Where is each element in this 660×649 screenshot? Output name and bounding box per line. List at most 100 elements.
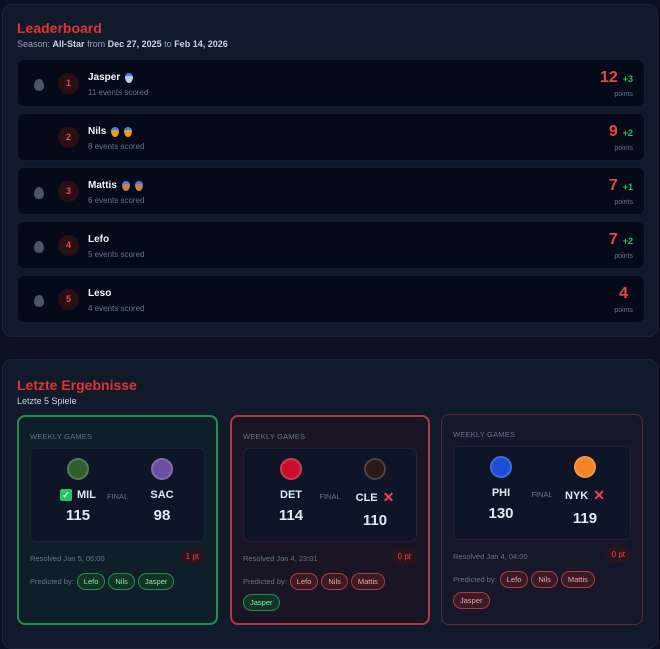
predicted-by: Predicted by: Lefo Nils Mattis Jasper (453, 571, 634, 609)
points-badge: 1 pt (179, 549, 205, 564)
points: +2 7 (609, 231, 633, 249)
team-abbr: MIL (77, 489, 96, 501)
home-team: DET 114 (256, 449, 326, 524)
bronze-medal-icon (134, 180, 143, 191)
scoreboard: DET 114 FINAL CLE ✕ 110 (243, 448, 417, 542)
points: +2 9 (609, 123, 633, 141)
player-name: Leso (88, 288, 112, 299)
player-name: Jasper (88, 72, 134, 83)
team-score: 114 (278, 507, 304, 524)
leaderboard-title: Leaderboard (17, 20, 102, 36)
team-score: 110 (362, 512, 388, 529)
team-abbr: DET (280, 489, 302, 501)
points: +3 12 (600, 69, 633, 87)
flame-icon (34, 79, 44, 91)
leaderboard-row[interactable]: 1 Jasper 11 events scored +3 12 points (17, 59, 645, 107)
leaderboard-row[interactable]: 4 Lefo 5 events scored +2 7 points (17, 221, 645, 269)
points-value: 9 (608, 123, 618, 140)
predicted-by: Predicted by: Lefo Nils Mattis Jasper (243, 573, 420, 611)
team-logo-icon (151, 458, 173, 480)
home-team: ✓ MIL 115 (43, 449, 113, 524)
points-delta: +2 (622, 128, 633, 138)
team-score: 130 (488, 505, 514, 522)
points-delta: +2 (622, 236, 633, 246)
team-score: 98 (153, 507, 171, 524)
leaderboard-row[interactable]: 2 Nils 8 events scored +2 9 points (17, 113, 645, 161)
predictor-chip: Lefo (289, 573, 319, 590)
events-count: 4 events scored (88, 304, 145, 313)
points-badge: 0 pt (605, 547, 631, 562)
predictor-chip: Lefo (76, 573, 106, 590)
bronze-medal-icon (121, 180, 130, 191)
player-name: Lefo (88, 234, 110, 245)
team-logo-icon (574, 456, 596, 478)
events-count: 6 events scored (88, 196, 145, 205)
events-count: 8 events scored (88, 142, 145, 151)
predictor-chip: Nils (108, 573, 135, 590)
results-subtitle: Letzte 5 Spiele (17, 396, 77, 406)
team-abbr: NYK (565, 489, 589, 502)
points-value: 7 (608, 177, 618, 194)
predictor-chip: Nils (321, 573, 348, 590)
predictor-chip: Nils (531, 571, 558, 588)
leaderboard-row[interactable]: 3 Mattis 6 events scored +1 7 points (17, 167, 645, 215)
predictor-chip: Jasper (243, 594, 280, 611)
points-value: 4 (619, 285, 628, 302)
season-info: Season: All-Star from Dec 27, 2025 to Fe… (17, 39, 228, 49)
team-abbr: CLE (355, 491, 378, 504)
flame-icon (34, 295, 44, 307)
game-card[interactable]: WEEKLY GAMES DET 114 FINAL CLE ✕ 110 Resol… (230, 415, 430, 625)
rank-badge: 3 (58, 181, 79, 202)
points-value: 7 (608, 231, 618, 248)
away-team: SAC 98 (127, 449, 197, 524)
flame-icon (34, 241, 44, 253)
team-abbr: PHI (491, 487, 511, 499)
points-delta: +1 (622, 182, 633, 192)
points-delta: +3 (622, 74, 633, 84)
points-label: points (614, 199, 633, 206)
points-label: points (614, 91, 633, 98)
rank-badge: 5 (58, 289, 79, 310)
predictor-chip: Mattis (350, 573, 385, 590)
team-logo-icon (67, 458, 89, 480)
scoreboard: ✓ MIL 115 FINAL SAC 98 (30, 448, 205, 542)
points: 4 (619, 285, 633, 303)
away-team: CLE ✕ 110 (340, 449, 410, 529)
predictor-chip: Mattis (560, 571, 595, 588)
resolved-time: Resolved Jan 4, 04:00 (453, 552, 528, 561)
game-card[interactable]: WEEKLY GAMES PHI 130 FINAL NYK ✕ 119 Resol… (441, 414, 643, 625)
points-value: 12 (599, 69, 618, 86)
resolved-time: Resolved Jan 4, 23:01 (243, 554, 318, 563)
game-category: WEEKLY GAMES (30, 432, 93, 441)
team-logo-icon (280, 458, 302, 480)
predictor-chip: Jasper (137, 573, 175, 590)
points-label: points (614, 145, 633, 152)
leaderboard-row[interactable]: 5 Leso 4 events scored 4 points (17, 275, 645, 323)
flame-icon (34, 187, 44, 199)
team-abbr: SAC (150, 489, 174, 501)
silver-medal-icon (125, 72, 134, 83)
results-title: Letzte Ergebnisse (17, 377, 137, 393)
events-count: 11 events scored (88, 88, 149, 97)
player-name: Nils (88, 126, 133, 137)
points: +1 7 (609, 177, 633, 195)
resolved-time: Resolved Jan 5, 06:00 (30, 554, 105, 563)
scoreboard: PHI 130 FINAL NYK ✕ 119 (453, 446, 631, 540)
game-status: FINAL (106, 492, 129, 501)
events-count: 5 events scored (88, 250, 145, 259)
away-team: NYK ✕ 119 (550, 447, 620, 527)
predictor-chip: Lefo (499, 571, 529, 588)
game-status: FINAL (319, 492, 341, 501)
rank-badge: 1 (58, 73, 79, 94)
team-score: 115 (65, 507, 91, 524)
rank-badge: 4 (58, 235, 79, 256)
player-name: Mattis (88, 180, 143, 191)
wrong-x-icon: ✕ (382, 489, 395, 505)
predictor-chip: Jasper (453, 592, 490, 609)
predicted-by: Predicted by: Lefo Nils Jasper (30, 573, 208, 590)
points-label: points (614, 253, 633, 260)
game-card[interactable]: WEEKLY GAMES ✓ MIL 115 FINAL SAC 98 Resolv… (17, 415, 218, 625)
game-status: FINAL (531, 490, 553, 499)
game-category: WEEKLY GAMES (453, 430, 516, 439)
team-score: 119 (572, 510, 598, 527)
